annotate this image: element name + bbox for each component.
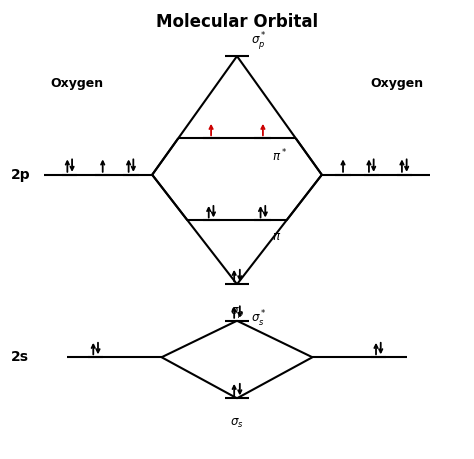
- Text: Oxygen: Oxygen: [371, 77, 424, 90]
- Text: 2p: 2p: [10, 168, 30, 182]
- Text: Oxygen: Oxygen: [50, 77, 103, 90]
- Text: $\pi$: $\pi$: [273, 230, 282, 242]
- Text: Molecular Orbital: Molecular Orbital: [156, 13, 318, 31]
- Text: $\pi^*$: $\pi^*$: [273, 147, 288, 164]
- Text: 2s: 2s: [11, 350, 29, 364]
- Text: $\sigma_s^*$: $\sigma_s^*$: [251, 308, 267, 329]
- Text: $\sigma_p^*$: $\sigma_p^*$: [251, 29, 267, 51]
- Text: $\sigma_p$: $\sigma_p$: [230, 305, 244, 320]
- Text: $\sigma_s$: $\sigma_s$: [230, 417, 244, 430]
